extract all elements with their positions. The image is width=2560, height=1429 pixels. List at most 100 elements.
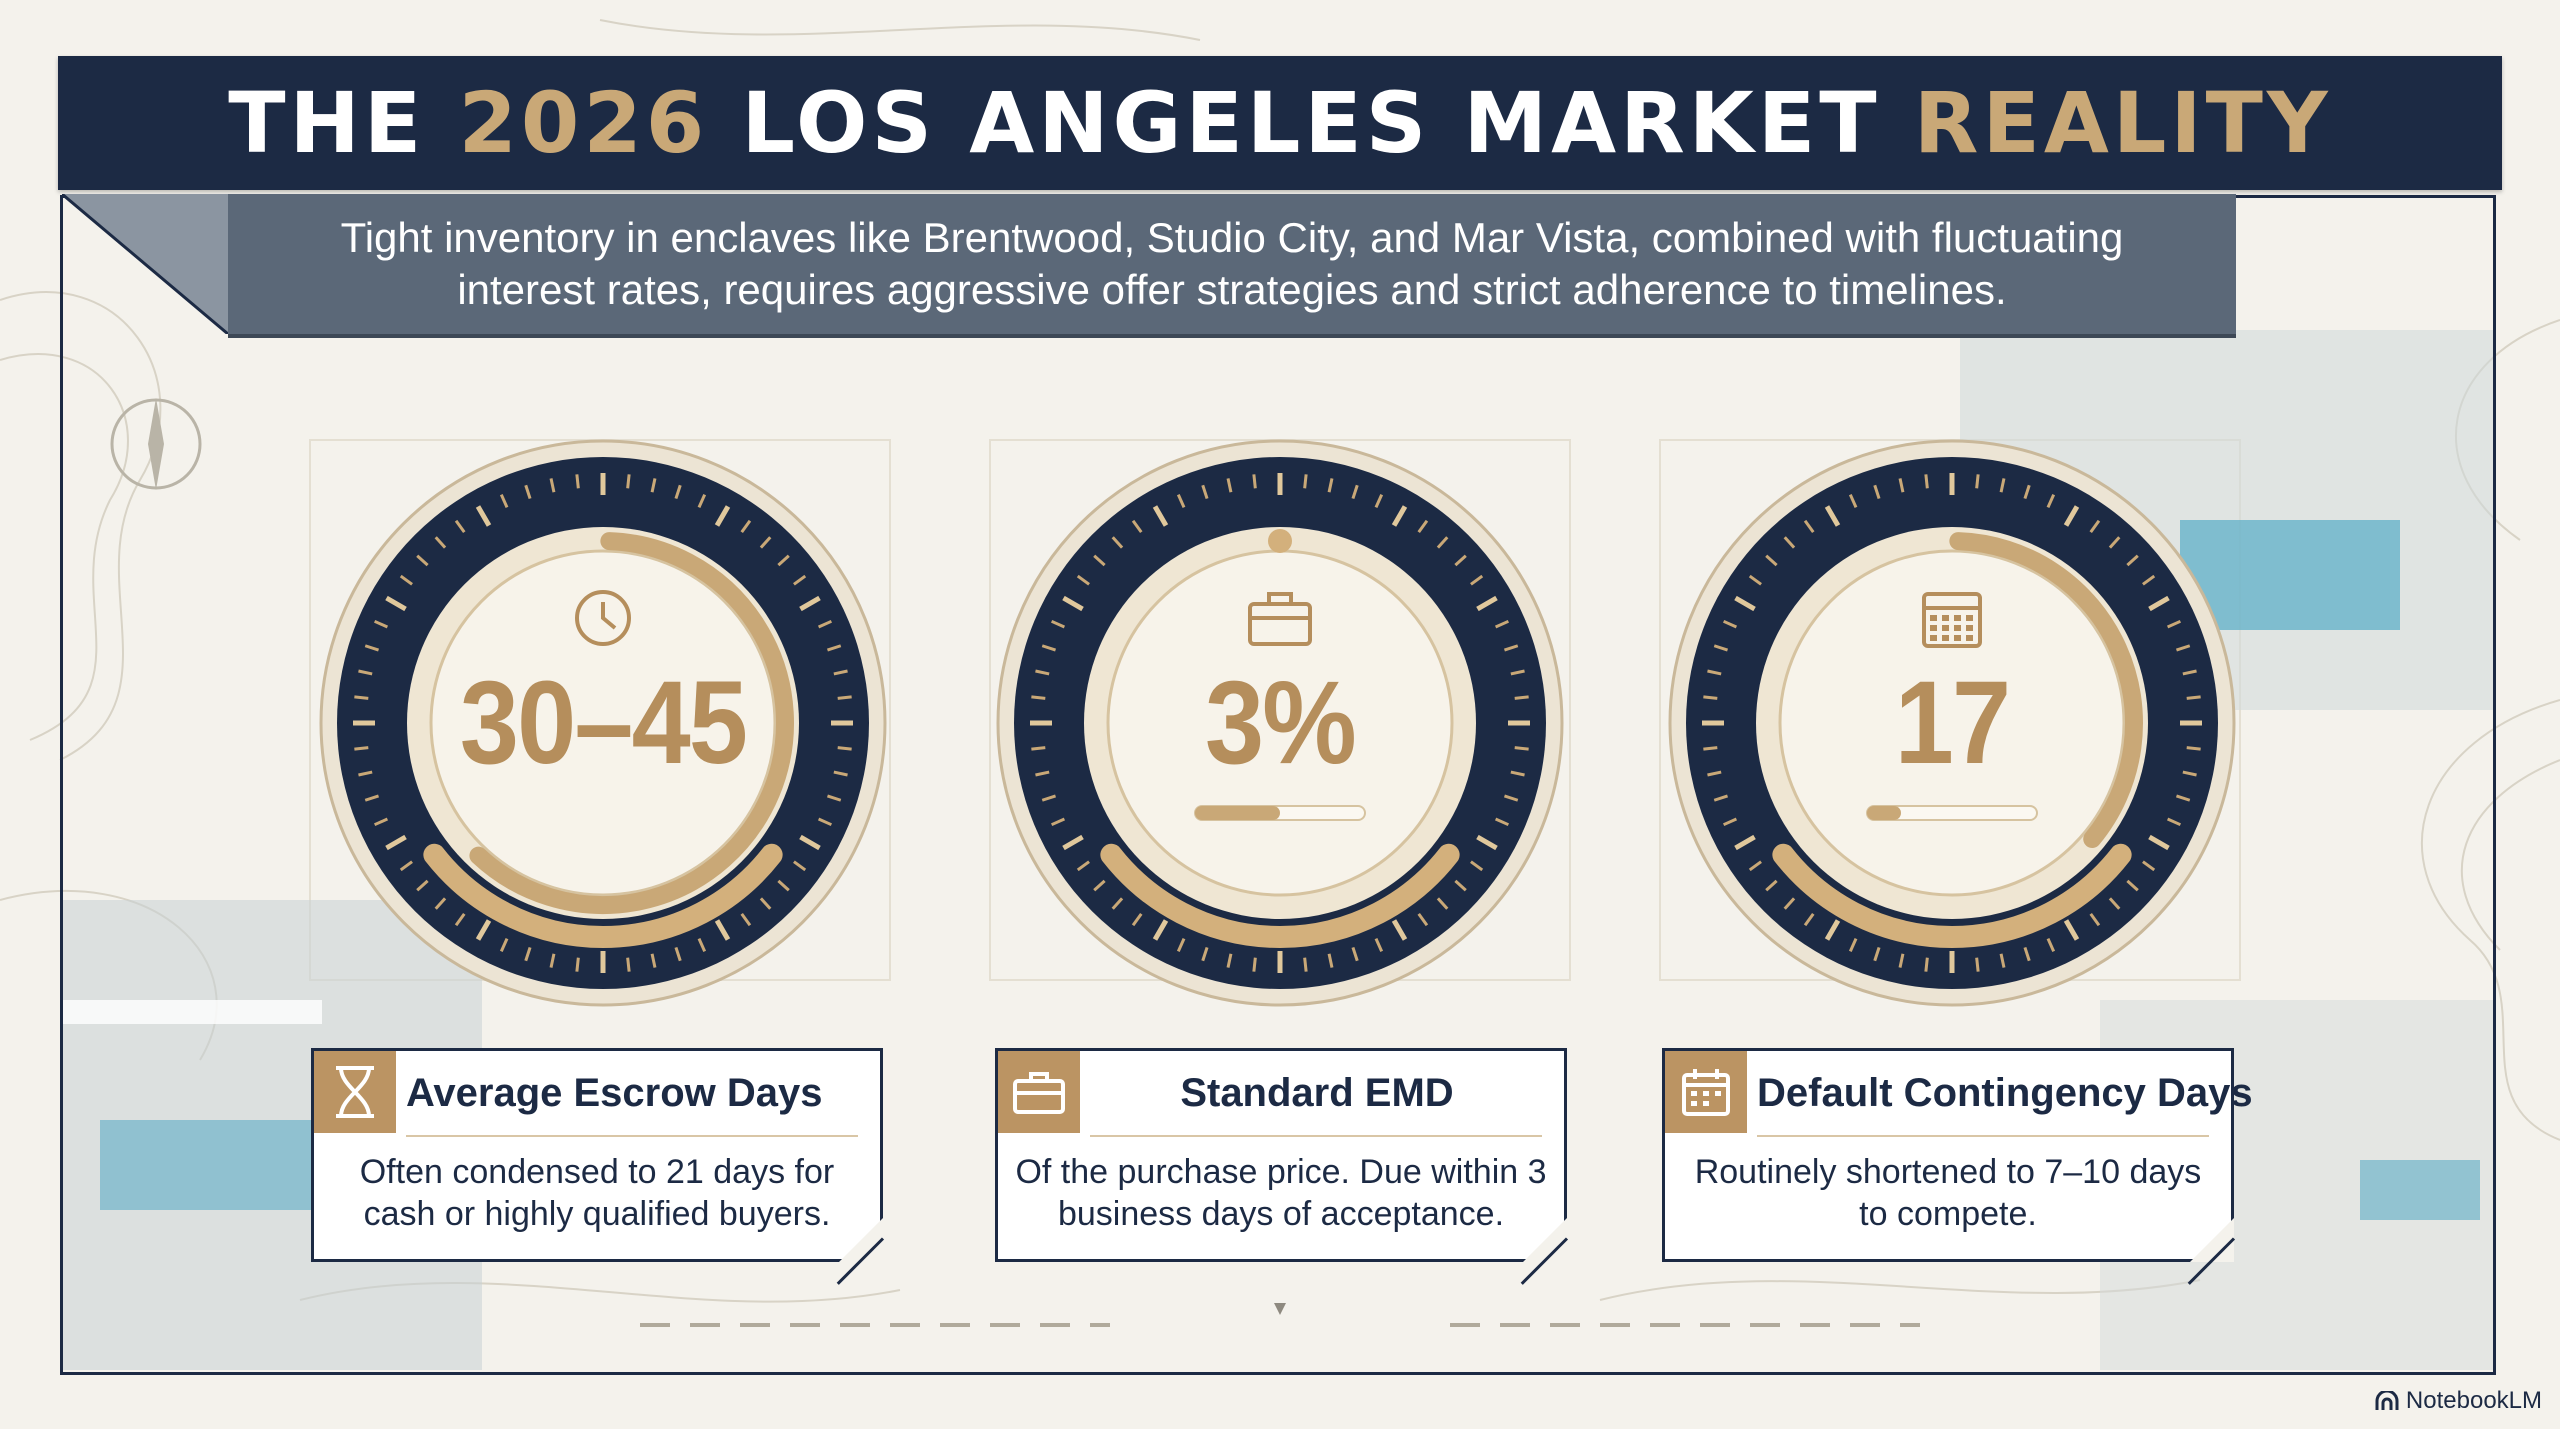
gauge-tick bbox=[2023, 946, 2031, 962]
gauge-tick bbox=[697, 494, 707, 509]
gauge-tick bbox=[399, 574, 413, 586]
gauge-tick bbox=[1873, 484, 1881, 500]
brand-mark: NotebookLM bbox=[2374, 1387, 2542, 1415]
subtitle-text: Tight inventory in enclaves like Brentwo… bbox=[340, 214, 2124, 313]
gauge-tick bbox=[626, 957, 631, 972]
gauge-tick bbox=[1783, 536, 1796, 549]
calendar-cell bbox=[1942, 625, 1949, 631]
gauge-tick bbox=[1476, 595, 1498, 612]
gauge-tick bbox=[364, 794, 380, 802]
clock-icon bbox=[575, 590, 631, 646]
gauge-tick bbox=[1454, 879, 1467, 892]
gauge-tick bbox=[475, 919, 492, 941]
gauge-tick bbox=[1848, 937, 1858, 952]
gauge-tick bbox=[1703, 695, 1718, 700]
gauge-tick bbox=[1131, 913, 1143, 927]
calendar-cell bbox=[1966, 615, 1973, 621]
gauge-tick bbox=[1783, 897, 1796, 910]
gauge-tick bbox=[2126, 554, 2139, 567]
calendar-cell bbox=[1954, 615, 1961, 621]
ribbon-fold bbox=[62, 194, 229, 334]
gauge-dial bbox=[996, 439, 1564, 1007]
gauge-tick bbox=[374, 817, 389, 827]
gauge-tick bbox=[833, 669, 848, 676]
card-description: Routinely shortened to 7–10 days to comp… bbox=[1694, 1153, 2202, 1233]
divider bbox=[406, 1135, 858, 1137]
gauge-tick bbox=[1226, 478, 1233, 493]
gauge-tick bbox=[1076, 860, 1090, 872]
gauge-tick bbox=[1748, 860, 1762, 872]
gauge-tick bbox=[714, 919, 731, 941]
gauge-tick bbox=[416, 554, 429, 567]
gauge-tick bbox=[1510, 669, 1525, 676]
gauge-tick bbox=[799, 595, 821, 612]
briefcase-icon bbox=[1248, 592, 1312, 646]
gauge-tick bbox=[1303, 957, 1308, 972]
gauge-tick bbox=[674, 484, 682, 500]
gauge-tick bbox=[1703, 746, 1718, 751]
gauge-tick bbox=[1824, 505, 1841, 527]
gauge-tick bbox=[358, 669, 373, 676]
gauge-tick bbox=[1041, 794, 1057, 802]
gauge-tick bbox=[1470, 860, 1484, 872]
gauge-tick bbox=[1035, 770, 1050, 777]
gauge-tick bbox=[549, 953, 556, 968]
gauge-tick bbox=[1417, 519, 1429, 533]
gauge-tick bbox=[416, 879, 429, 892]
card-corner bbox=[839, 1218, 883, 1262]
gauge-tick bbox=[826, 794, 842, 802]
gauge-tick bbox=[837, 695, 852, 700]
gauge-tick bbox=[1303, 474, 1308, 489]
gauge-tick bbox=[1062, 834, 1084, 851]
title-year: 2026 bbox=[458, 74, 709, 172]
progress-fill bbox=[1195, 806, 1280, 820]
gauge-tick bbox=[1494, 619, 1509, 629]
gauge-tick bbox=[1748, 574, 1762, 586]
gauge-tick bbox=[1707, 770, 1722, 777]
gauge-tick bbox=[524, 484, 532, 500]
calendar-cell bbox=[1954, 625, 1961, 631]
gauge-emd: 3% bbox=[995, 438, 1565, 1008]
subtitle-banner: Tight inventory in enclaves like Brentwo… bbox=[228, 194, 2236, 338]
gauge-tick bbox=[826, 644, 842, 652]
gauge-tick bbox=[1723, 817, 1738, 827]
gauge-tick bbox=[1201, 946, 1209, 962]
gauge-tick bbox=[1707, 669, 1722, 676]
gauge-tick bbox=[1327, 478, 1334, 493]
gauge-tick bbox=[650, 953, 657, 968]
gauge-tick bbox=[1111, 897, 1124, 910]
gauge-tick bbox=[2063, 505, 2080, 527]
card-contingency-days: Default Contingency Days Routinely short… bbox=[1662, 1048, 2253, 1285]
gauge-tick bbox=[2142, 860, 2156, 872]
gauge-tick bbox=[1924, 957, 1929, 972]
title-text-1: THE bbox=[228, 74, 459, 172]
gauge-tick bbox=[1252, 957, 1257, 972]
gauge-tick bbox=[385, 834, 407, 851]
gauge-tick bbox=[2089, 519, 2101, 533]
calendar-cell bbox=[1930, 625, 1937, 631]
divider bbox=[1090, 1135, 1542, 1137]
gauge-tick bbox=[2148, 595, 2170, 612]
gauge-tick bbox=[799, 834, 821, 851]
gauge-escrow-days: 30–45 bbox=[318, 438, 888, 1008]
gauge-tick bbox=[1351, 484, 1359, 500]
divider bbox=[1757, 1135, 2209, 1137]
gauge-tick bbox=[2148, 834, 2170, 851]
gauge-tick bbox=[1031, 695, 1046, 700]
calendar-cell bbox=[1954, 635, 1961, 641]
gauge-tick bbox=[1476, 834, 1498, 851]
gauge-lower-arc bbox=[1772, 843, 2132, 948]
calendar-icon bbox=[1665, 1051, 1747, 1133]
gauge-tick bbox=[1252, 474, 1257, 489]
gauge-tick bbox=[1391, 919, 1408, 941]
calendar-cell bbox=[1930, 635, 1937, 641]
gauge-tick bbox=[1514, 746, 1529, 751]
gauge-tick bbox=[1999, 478, 2006, 493]
card-escrow-days: Average Escrow Days Often condensed to 2… bbox=[311, 1048, 885, 1285]
gauge-progress-dot bbox=[1268, 529, 1292, 553]
gauge-tick bbox=[2089, 913, 2101, 927]
gauge-face bbox=[1778, 549, 2126, 897]
gauge-tick bbox=[2108, 897, 2121, 910]
gauge-tick bbox=[549, 478, 556, 493]
gauge-tick bbox=[454, 913, 466, 927]
